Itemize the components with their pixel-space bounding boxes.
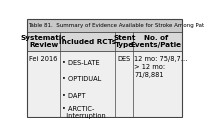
Text: Included RCTs: Included RCTs: [59, 39, 116, 45]
Bar: [27, 19, 182, 32]
Bar: [27, 32, 182, 51]
Text: • DES-LATE: • DES-LATE: [62, 60, 99, 66]
Text: DES: DES: [118, 56, 131, 62]
Text: • ARCTIC-
  Interruption: • ARCTIC- Interruption: [62, 106, 105, 119]
Text: Systematic
Review: Systematic Review: [21, 35, 67, 48]
Text: • DAPT: • DAPT: [62, 93, 85, 99]
Bar: [27, 51, 182, 117]
Text: • OPTIDUAL: • OPTIDUAL: [62, 76, 101, 82]
Text: Fei 2016: Fei 2016: [29, 56, 57, 62]
Text: Table 81.  Summary of Evidence Available for Stroke Among Patients With a Drug-E: Table 81. Summary of Evidence Available …: [28, 23, 204, 28]
Text: Stent
Type: Stent Type: [113, 35, 135, 48]
Text: 12 mo: 75/8,7…
> 12 mo:
71/8,881: 12 mo: 75/8,7… > 12 mo: 71/8,881: [134, 56, 187, 78]
Text: No. of
Events/Patie: No. of Events/Patie: [130, 35, 181, 48]
